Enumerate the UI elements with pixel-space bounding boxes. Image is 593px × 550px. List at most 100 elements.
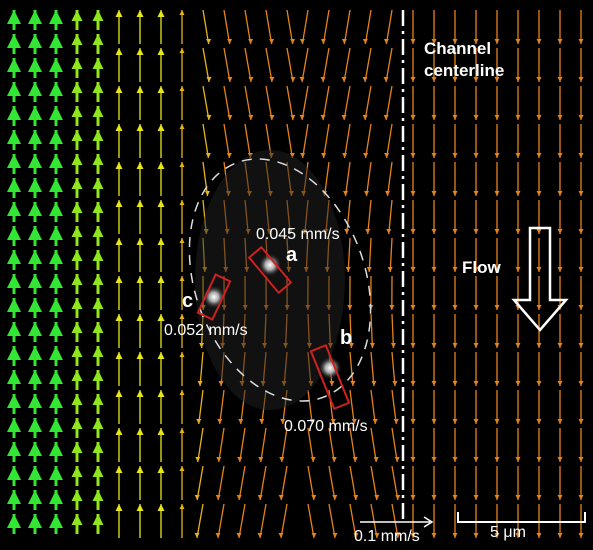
- velocity-arrow: [28, 82, 42, 96]
- velocity-arrow: [137, 162, 144, 169]
- velocity-arrow: [385, 191, 390, 196]
- velocity-arrow: [558, 229, 563, 234]
- velocity-arrow: [579, 381, 584, 386]
- velocity-arrow: [258, 457, 263, 462]
- velocity-arrow: [7, 10, 21, 24]
- velocity-arrow: [453, 533, 458, 538]
- velocity-arrow: [72, 226, 83, 237]
- velocity-arrow: [116, 200, 123, 207]
- velocity-arrow: [49, 418, 63, 432]
- velocity-arrow: [474, 495, 479, 500]
- velocity-arrow: [453, 457, 458, 462]
- velocity-arrow: [411, 153, 416, 158]
- velocity-arrow: [516, 191, 521, 196]
- velocity-arrow: [411, 229, 416, 234]
- velocity-arrow: [537, 457, 542, 462]
- velocity-arrow: [224, 48, 230, 82]
- velocity-arrow: [49, 82, 63, 96]
- velocity-arrow: [386, 48, 392, 82]
- velocity-arrow: [260, 504, 266, 538]
- velocity-arrow: [300, 39, 305, 44]
- velocity-scale-label: 0.1 mm/s: [354, 528, 420, 546]
- velocity-arrow: [411, 419, 416, 424]
- velocity-arrow: [93, 154, 104, 165]
- velocity-field-figure: Channel centerline Flow a 0.045 mm/s b 0…: [0, 0, 593, 550]
- velocity-arrow: [453, 343, 458, 348]
- velocity-arrow: [516, 457, 521, 462]
- velocity-arrow: [216, 457, 221, 462]
- particle-letter: c: [182, 290, 193, 313]
- velocity-arrow: [7, 250, 21, 264]
- velocity-arrow: [516, 495, 521, 500]
- velocity-arrow: [290, 77, 295, 82]
- velocity-arrow: [300, 77, 305, 82]
- velocity-arrow: [474, 457, 479, 462]
- velocity-arrow: [389, 200, 392, 234]
- velocity-arrow: [371, 352, 374, 386]
- velocity-arrow: [365, 229, 370, 234]
- velocity-arrow: [49, 322, 63, 336]
- velocity-arrow: [137, 86, 144, 93]
- velocity-arrow: [516, 343, 521, 348]
- velocity-arrow: [116, 10, 123, 17]
- velocity-arrow: [474, 381, 479, 386]
- velocity-arrow: [180, 352, 185, 357]
- velocity-arrow: [558, 267, 563, 272]
- velocity-arrow: [158, 314, 165, 321]
- velocity-arrow: [432, 305, 437, 310]
- velocity-arrow: [7, 298, 21, 312]
- velocity-arrow: [195, 533, 200, 538]
- velocity-arrow: [224, 86, 230, 120]
- velocity-arrow: [49, 226, 63, 240]
- velocity-arrow: [28, 274, 42, 288]
- velocity-arrow: [28, 514, 42, 528]
- length-scale-label: 5 μm: [490, 524, 526, 542]
- velocity-arrow: [347, 305, 352, 310]
- velocity-arrow: [537, 419, 542, 424]
- velocity-arrow: [558, 343, 563, 348]
- velocity-arrow: [7, 82, 21, 96]
- velocity-arrow: [206, 153, 211, 158]
- velocity-arrow: [245, 10, 251, 44]
- velocity-arrow: [72, 58, 83, 69]
- velocity-arrow: [302, 86, 308, 120]
- velocity-arrow: [384, 77, 389, 82]
- velocity-arrow: [49, 346, 63, 360]
- velocity-arrow: [28, 202, 42, 216]
- velocity-arrow: [495, 381, 500, 386]
- velocity-arrow: [93, 10, 104, 21]
- velocity-arrow: [72, 466, 83, 477]
- velocity-arrow: [93, 226, 104, 237]
- velocity-arrow: [28, 490, 42, 504]
- velocity-arrow: [579, 457, 584, 462]
- velocity-arrow: [7, 514, 21, 528]
- velocity-arrow: [279, 457, 284, 462]
- velocity-arrow: [218, 504, 224, 538]
- velocity-arrow: [392, 314, 393, 348]
- velocity-arrow: [198, 381, 203, 386]
- velocity-arrow: [239, 466, 245, 500]
- velocity-arrow: [411, 457, 416, 462]
- velocity-arrow: [537, 77, 542, 82]
- velocity-arrow: [93, 490, 104, 501]
- velocity-arrow: [537, 191, 542, 196]
- velocity-arrow: [237, 457, 242, 462]
- velocity-arrow: [332, 533, 337, 538]
- velocity-arrow: [388, 267, 393, 272]
- velocity-arrow: [495, 457, 500, 462]
- velocity-arrow: [394, 419, 399, 424]
- velocity-arrow: [432, 381, 437, 386]
- velocity-arrow: [321, 115, 326, 120]
- velocity-arrow: [205, 191, 210, 196]
- velocity-arrow: [180, 48, 185, 53]
- velocity-arrow: [579, 419, 584, 424]
- velocity-arrow: [258, 495, 263, 500]
- velocity-arrow: [579, 115, 584, 120]
- velocity-arrow: [72, 106, 83, 117]
- velocity-arrow: [371, 381, 376, 386]
- velocity-arrow: [579, 495, 584, 500]
- velocity-arrow: [180, 238, 185, 243]
- velocity-arrow: [411, 77, 416, 82]
- velocity-arrow: [308, 504, 314, 538]
- velocity-arrow: [49, 298, 63, 312]
